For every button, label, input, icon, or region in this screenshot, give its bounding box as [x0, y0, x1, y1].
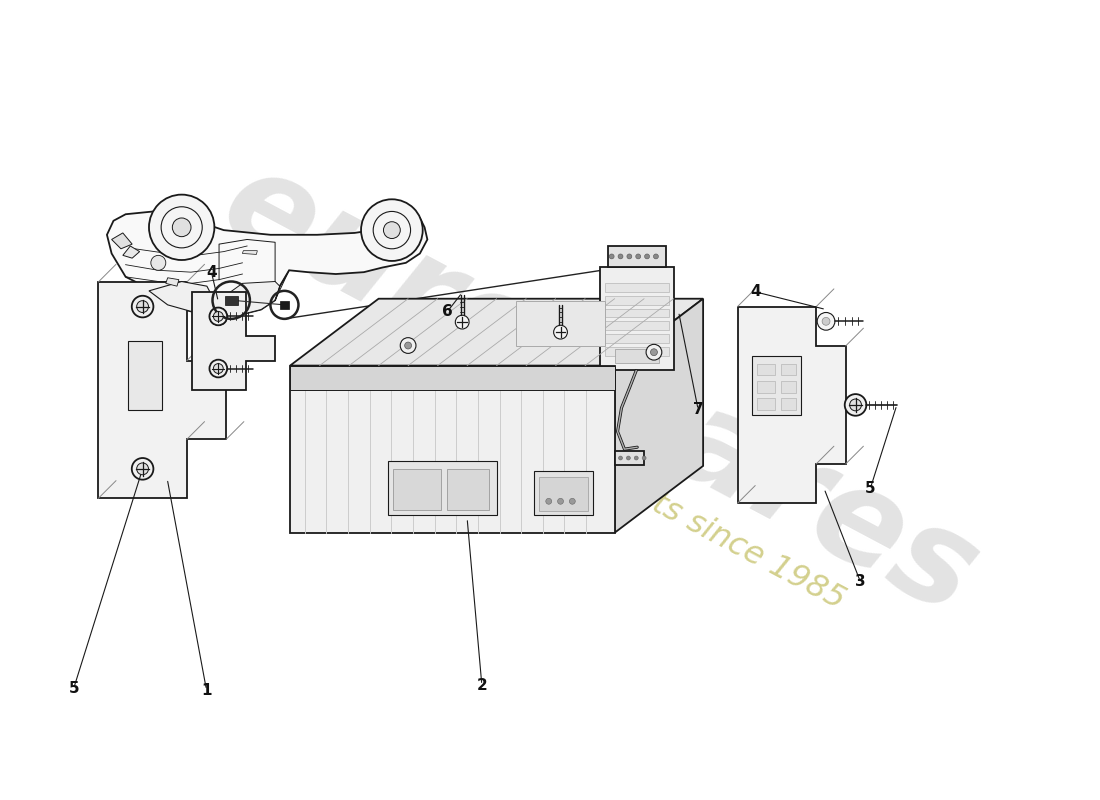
Bar	[279, 301, 289, 309]
Circle shape	[618, 254, 623, 259]
Circle shape	[405, 342, 411, 349]
Circle shape	[817, 313, 835, 330]
Bar	[224, 295, 238, 305]
Circle shape	[645, 254, 649, 259]
Text: 7: 7	[693, 402, 704, 418]
Bar	[290, 366, 615, 533]
Bar	[605, 322, 669, 330]
Circle shape	[400, 338, 416, 354]
Text: 3: 3	[855, 574, 866, 590]
Circle shape	[618, 456, 623, 460]
Circle shape	[136, 463, 149, 474]
Bar	[607, 246, 666, 267]
Circle shape	[609, 254, 614, 259]
Polygon shape	[615, 298, 703, 533]
Circle shape	[161, 206, 202, 248]
Polygon shape	[737, 306, 846, 503]
Bar	[757, 364, 774, 375]
Bar	[388, 461, 496, 515]
Circle shape	[132, 458, 153, 480]
Circle shape	[361, 199, 422, 261]
Circle shape	[209, 307, 228, 326]
Polygon shape	[615, 451, 645, 465]
Bar	[128, 341, 163, 410]
Text: 4: 4	[750, 284, 760, 299]
Circle shape	[209, 360, 228, 378]
Circle shape	[173, 218, 191, 237]
Circle shape	[626, 456, 630, 460]
Bar	[605, 347, 669, 356]
Circle shape	[650, 349, 658, 356]
Circle shape	[822, 318, 830, 326]
Polygon shape	[290, 298, 703, 366]
Polygon shape	[111, 233, 132, 249]
Text: eurospares: eurospares	[201, 138, 998, 642]
Circle shape	[213, 311, 223, 322]
Text: 5: 5	[68, 681, 79, 696]
Bar	[394, 469, 441, 510]
Circle shape	[546, 498, 552, 504]
Bar	[605, 334, 669, 343]
Polygon shape	[191, 292, 275, 390]
Circle shape	[133, 459, 153, 478]
Text: 2: 2	[476, 678, 487, 693]
Text: 1: 1	[201, 682, 212, 698]
Circle shape	[139, 302, 146, 310]
Circle shape	[373, 211, 410, 249]
Bar	[781, 364, 795, 375]
Polygon shape	[600, 267, 673, 370]
Circle shape	[558, 498, 563, 504]
Circle shape	[132, 296, 153, 318]
Polygon shape	[242, 250, 257, 254]
Circle shape	[570, 498, 575, 504]
Circle shape	[136, 301, 149, 313]
Circle shape	[213, 364, 223, 374]
Bar	[448, 469, 488, 510]
Bar	[605, 296, 669, 305]
Circle shape	[653, 254, 659, 259]
Bar	[516, 302, 605, 346]
Circle shape	[214, 313, 222, 320]
Circle shape	[646, 344, 662, 360]
Bar	[605, 283, 669, 292]
Circle shape	[384, 222, 400, 238]
Bar	[757, 382, 774, 393]
Circle shape	[151, 255, 166, 270]
Polygon shape	[148, 282, 219, 311]
Bar	[534, 471, 593, 515]
Bar	[290, 366, 615, 390]
Text: 4: 4	[206, 265, 217, 280]
Circle shape	[627, 254, 631, 259]
Circle shape	[642, 456, 646, 460]
Polygon shape	[166, 278, 179, 286]
Polygon shape	[123, 246, 140, 258]
Circle shape	[148, 194, 214, 260]
Bar	[752, 356, 802, 414]
Bar	[781, 398, 795, 410]
Circle shape	[455, 315, 469, 329]
Bar	[615, 349, 659, 362]
Circle shape	[209, 307, 228, 326]
Circle shape	[845, 394, 867, 416]
Text: 6: 6	[442, 304, 453, 319]
Circle shape	[139, 465, 146, 473]
Bar	[539, 477, 588, 511]
Bar	[757, 398, 774, 410]
Circle shape	[635, 456, 638, 460]
Polygon shape	[98, 282, 227, 498]
Circle shape	[133, 297, 153, 317]
Circle shape	[636, 254, 640, 259]
Text: a passion for parts since 1985: a passion for parts since 1985	[409, 362, 850, 615]
Bar	[781, 382, 795, 393]
Polygon shape	[219, 282, 279, 314]
Text: 5: 5	[865, 481, 876, 496]
Circle shape	[849, 399, 861, 411]
Circle shape	[553, 326, 568, 339]
Polygon shape	[107, 209, 428, 314]
Bar	[605, 309, 669, 318]
